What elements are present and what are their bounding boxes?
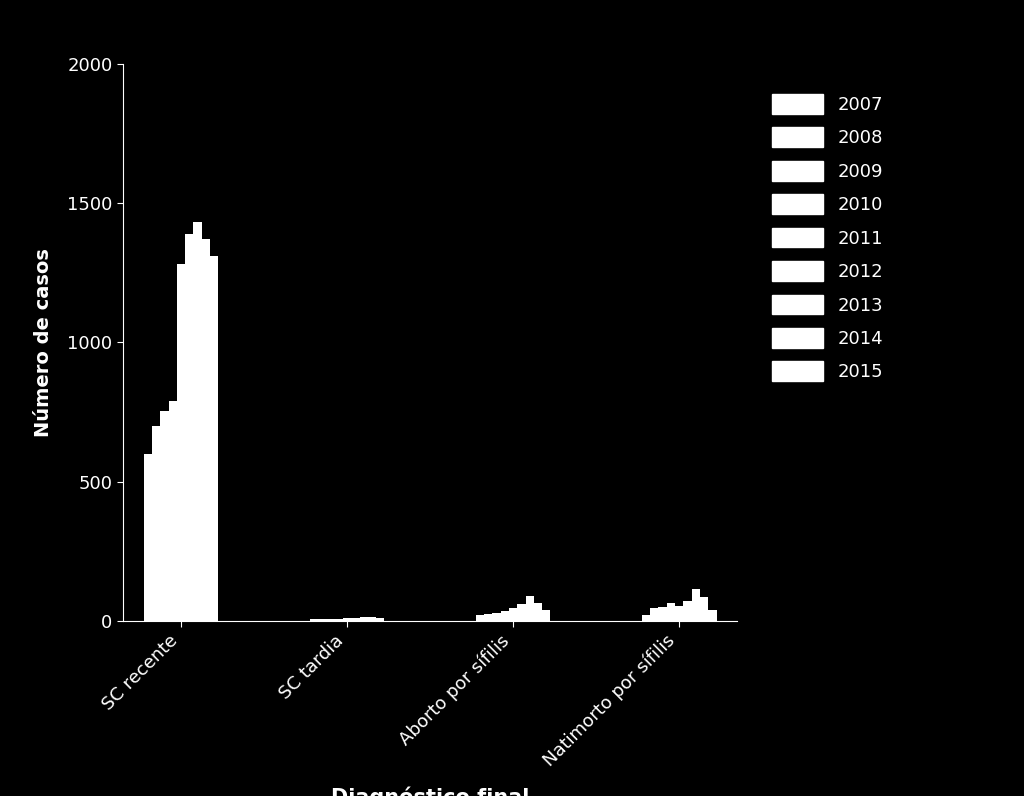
Bar [675, 606, 683, 621]
Bar [318, 619, 327, 621]
Bar [683, 602, 691, 621]
Bar [642, 615, 650, 621]
Bar [335, 618, 343, 621]
Bar [484, 614, 493, 621]
Bar [152, 426, 160, 621]
Bar [185, 234, 194, 621]
Bar [501, 611, 509, 621]
Bar [476, 615, 484, 621]
Bar [309, 619, 318, 621]
Bar [691, 589, 700, 621]
Bar [202, 240, 210, 621]
Bar [376, 618, 384, 621]
Bar [542, 610, 551, 621]
Bar [658, 607, 667, 621]
Bar [351, 618, 359, 621]
Bar [525, 595, 534, 621]
Bar [210, 256, 218, 621]
Bar [667, 603, 675, 621]
Bar [517, 604, 525, 621]
Bar [169, 401, 177, 621]
Bar [509, 608, 517, 621]
Y-axis label: Número de casos: Número de casos [34, 248, 53, 437]
Bar [700, 597, 709, 621]
X-axis label: Diagnóstico final: Diagnóstico final [331, 786, 529, 796]
Bar [359, 617, 368, 621]
Bar [143, 454, 152, 621]
Bar [160, 411, 169, 621]
Bar [368, 617, 376, 621]
Bar [534, 603, 542, 621]
Legend: 2007, 2008, 2009, 2010, 2011, 2012, 2013, 2014, 2015: 2007, 2008, 2009, 2010, 2011, 2012, 2013… [767, 88, 888, 387]
Bar [493, 613, 501, 621]
Bar [709, 610, 717, 621]
Bar [343, 618, 351, 621]
Bar [327, 619, 335, 621]
Bar [177, 264, 185, 621]
Bar [650, 608, 658, 621]
Bar [194, 222, 202, 621]
